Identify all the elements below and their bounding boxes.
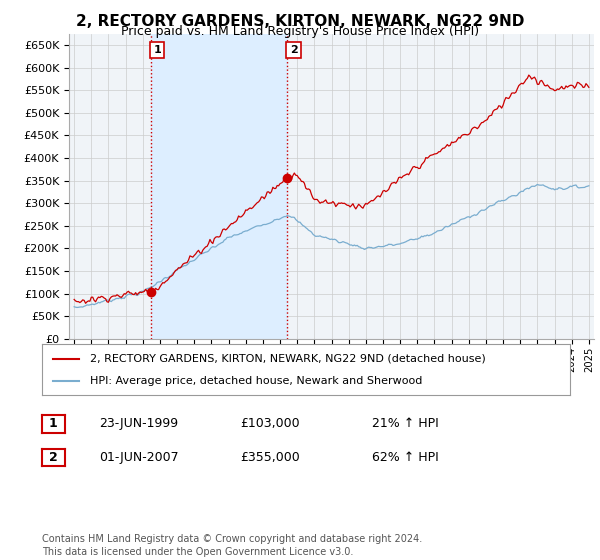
- Text: Price paid vs. HM Land Registry's House Price Index (HPI): Price paid vs. HM Land Registry's House …: [121, 25, 479, 38]
- Text: 2: 2: [49, 451, 58, 464]
- Text: 1: 1: [154, 45, 161, 55]
- Text: 01-JUN-2007: 01-JUN-2007: [99, 451, 179, 464]
- Text: 2, RECTORY GARDENS, KIRTON, NEWARK, NG22 9ND: 2, RECTORY GARDENS, KIRTON, NEWARK, NG22…: [76, 14, 524, 29]
- Text: 1: 1: [49, 417, 58, 431]
- Text: 21% ↑ HPI: 21% ↑ HPI: [372, 417, 439, 431]
- Text: 2: 2: [290, 45, 298, 55]
- Text: £103,000: £103,000: [240, 417, 299, 431]
- Text: Contains HM Land Registry data © Crown copyright and database right 2024.
This d: Contains HM Land Registry data © Crown c…: [42, 534, 422, 557]
- Text: £355,000: £355,000: [240, 451, 300, 464]
- Text: 23-JUN-1999: 23-JUN-1999: [99, 417, 178, 431]
- Text: 2, RECTORY GARDENS, KIRTON, NEWARK, NG22 9ND (detached house): 2, RECTORY GARDENS, KIRTON, NEWARK, NG22…: [89, 353, 485, 363]
- Bar: [151, 34, 287, 339]
- Text: HPI: Average price, detached house, Newark and Sherwood: HPI: Average price, detached house, Newa…: [89, 376, 422, 386]
- Text: 62% ↑ HPI: 62% ↑ HPI: [372, 451, 439, 464]
